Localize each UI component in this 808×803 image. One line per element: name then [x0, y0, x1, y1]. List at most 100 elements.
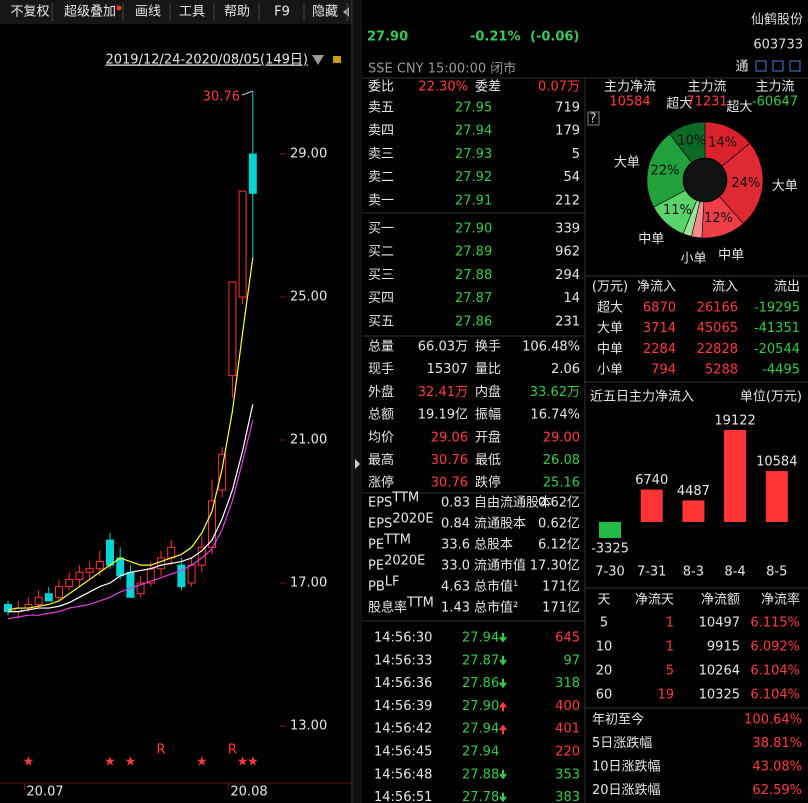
- flow-value: -60647: [752, 95, 798, 110]
- fin-label: 总市值¹: [474, 579, 518, 595]
- stat-value: 32.41万: [418, 385, 468, 400]
- stat-label: 开盘: [475, 429, 501, 445]
- stat-value: 106.48%: [522, 340, 580, 355]
- book-label: 卖二: [368, 170, 394, 185]
- book-label: 卖五: [368, 101, 394, 116]
- table-cell: -41351: [754, 321, 800, 336]
- price: 27.90: [367, 30, 408, 45]
- book-volume: 179: [555, 124, 580, 139]
- tick-price: 27.90: [462, 699, 499, 714]
- book-volume: 294: [555, 268, 580, 283]
- toolbar-button[interactable]: 帮助: [224, 5, 250, 20]
- help-box[interactable]: [587, 111, 600, 126]
- tick-price: 27.86: [462, 676, 499, 691]
- candle-body: [55, 586, 63, 598]
- table-cell: 5288: [705, 363, 738, 378]
- book-price: 27.91: [455, 193, 492, 208]
- tick-arrow: [499, 633, 507, 643]
- fin-value: 17.30亿: [530, 559, 580, 574]
- event-star: ★: [237, 755, 249, 770]
- tick-price: 27.94: [462, 745, 499, 760]
- tick-time: 14:56:48: [374, 767, 432, 782]
- table-cell: 45065: [697, 321, 738, 336]
- fin-label: EPS: [368, 517, 392, 532]
- tong[interactable]: 通: [735, 60, 748, 75]
- candle-body: [228, 281, 237, 377]
- fin-value: 1.43: [441, 601, 470, 616]
- book-volume: 231: [555, 314, 580, 329]
- stat-label: 外盘: [368, 384, 394, 400]
- toolbar-button[interactable]: 隐藏: [312, 5, 338, 20]
- flow-label: 主力净流: [604, 80, 656, 95]
- pie-value-label: 11%: [663, 203, 692, 218]
- table-header: 净流天: [635, 593, 674, 608]
- fin-label: 总股本: [474, 538, 513, 553]
- table-cell: 794: [651, 363, 676, 378]
- collapse-arrow[interactable]: [355, 459, 360, 469]
- toolbar-button[interactable]: 工具: [179, 5, 205, 20]
- change: (-0.06): [530, 30, 579, 45]
- ma-line: [7, 420, 254, 620]
- range-dropdown[interactable]: [312, 55, 324, 65]
- y-tick-label: 13.00: [290, 719, 327, 734]
- book-price: 27.87: [455, 291, 492, 306]
- toolbar-button[interactable]: 超级叠加: [64, 5, 116, 20]
- bar: [599, 522, 621, 538]
- table-cell: 小单: [597, 363, 623, 378]
- pie-label: 中单: [718, 248, 744, 263]
- candle-body: [167, 546, 176, 559]
- stat-value: 15307: [427, 362, 468, 377]
- pie-slice: [669, 121, 706, 163]
- icon[interactable]: [755, 60, 767, 72]
- toolbar-bg: [0, 0, 352, 24]
- flow-value: 10584: [609, 95, 650, 110]
- stat-label: 最低: [475, 453, 501, 468]
- market-status: SSE CNY 15:00:00 闭市: [368, 61, 516, 77]
- tick-time: 14:56:36: [374, 676, 432, 691]
- change-pct: -0.21%: [470, 30, 521, 45]
- help[interactable]: ?: [590, 112, 597, 127]
- toolbar-button[interactable]: 画线: [135, 5, 161, 20]
- label: 委比: [368, 80, 394, 95]
- book-price: 27.95: [455, 101, 492, 116]
- table-cell: 超大: [597, 301, 623, 316]
- date-range[interactable]: 2019/12/24-2020/08/05(149日): [105, 53, 308, 68]
- book-label: 卖三: [368, 147, 394, 162]
- lock-icon[interactable]: [333, 56, 341, 63]
- flow-value: 71231: [686, 95, 727, 110]
- stat-value: 66.03万: [418, 340, 468, 355]
- bar-value-label: 4487: [677, 484, 710, 499]
- perf-label: 5日涨跌幅: [592, 735, 652, 751]
- table-cell: 10497: [699, 616, 740, 631]
- high-pointer: [241, 90, 253, 96]
- book-label: 买五: [368, 314, 394, 329]
- stock-code: 603733: [753, 38, 803, 53]
- fin-sup: 2020E: [392, 512, 433, 527]
- perf-label: 20日涨跌幅: [592, 782, 661, 798]
- candle-body: [85, 568, 94, 573]
- stat-label: 最高: [368, 452, 394, 468]
- fin-value: 171亿: [542, 601, 580, 616]
- tick-volume: 353: [555, 767, 580, 782]
- table-cell: 5: [666, 664, 674, 679]
- high-label: 30.76: [203, 90, 240, 105]
- tick-volume: 220: [555, 745, 580, 760]
- tick-time: 14:56:30: [374, 631, 432, 646]
- icon[interactable]: [789, 60, 801, 72]
- pie-label: 小单: [680, 252, 706, 267]
- fin-sup: TTM: [383, 533, 411, 548]
- stat-value: 16.74%: [530, 408, 580, 423]
- toolbar-button[interactable]: 不复权: [10, 4, 49, 20]
- table-cell: 60: [596, 688, 613, 703]
- icon[interactable]: [772, 60, 784, 72]
- tick-arrow: [499, 678, 507, 689]
- toolbar-button[interactable]: F9: [274, 5, 290, 20]
- fin-label: 流通市值: [474, 558, 526, 574]
- event-star: ★: [104, 755, 116, 770]
- table-cell: -20544: [754, 342, 800, 357]
- perf-value: 62.59%: [752, 783, 802, 798]
- book-label: 买二: [368, 245, 394, 260]
- book-volume: 962: [555, 245, 580, 260]
- candle-body: [187, 564, 196, 584]
- table-cell: 6.092%: [750, 640, 800, 655]
